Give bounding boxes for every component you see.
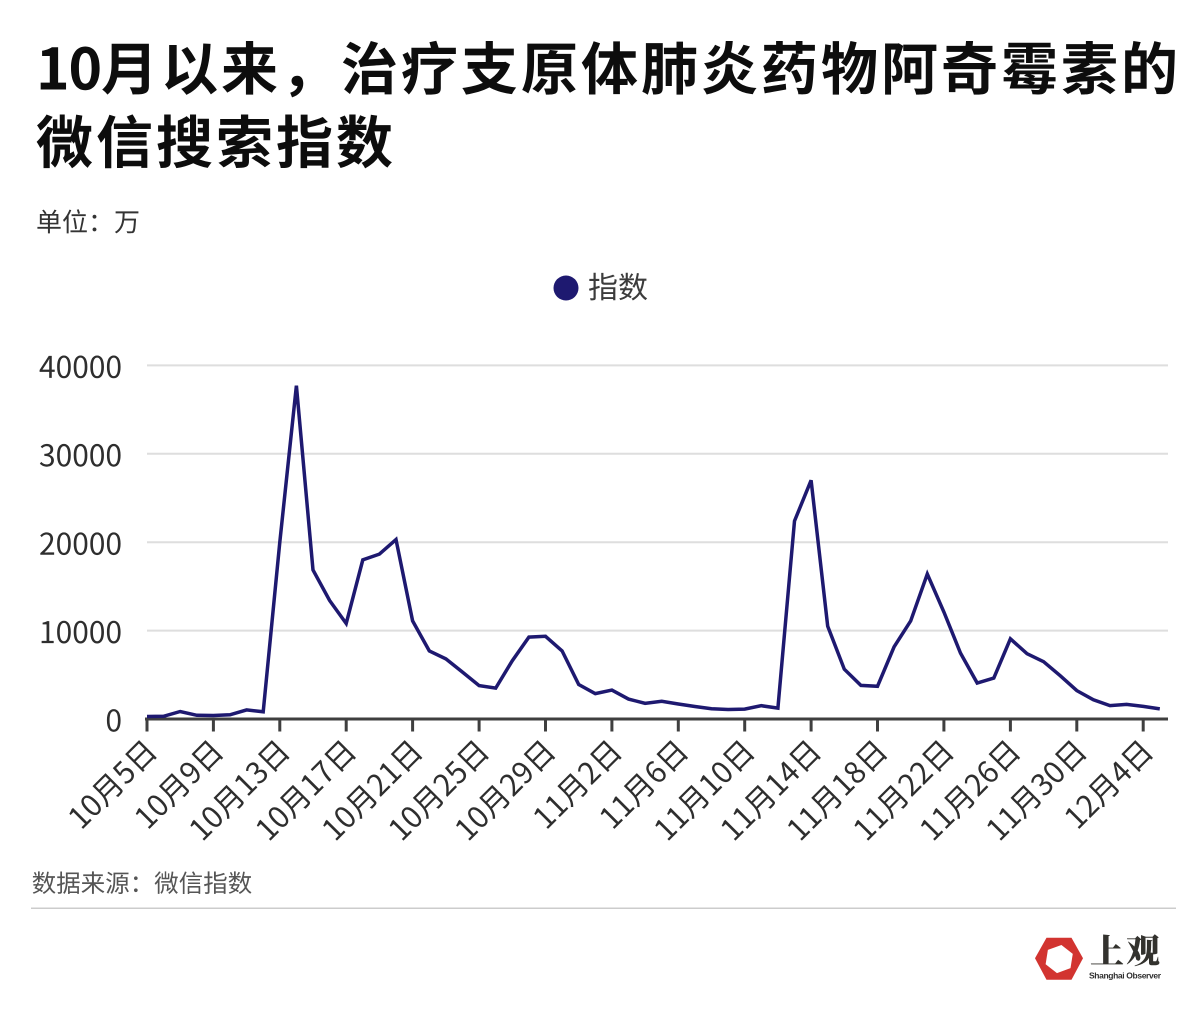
svg-text:Shanghai Observer: Shanghai Observer: [1089, 971, 1162, 981]
